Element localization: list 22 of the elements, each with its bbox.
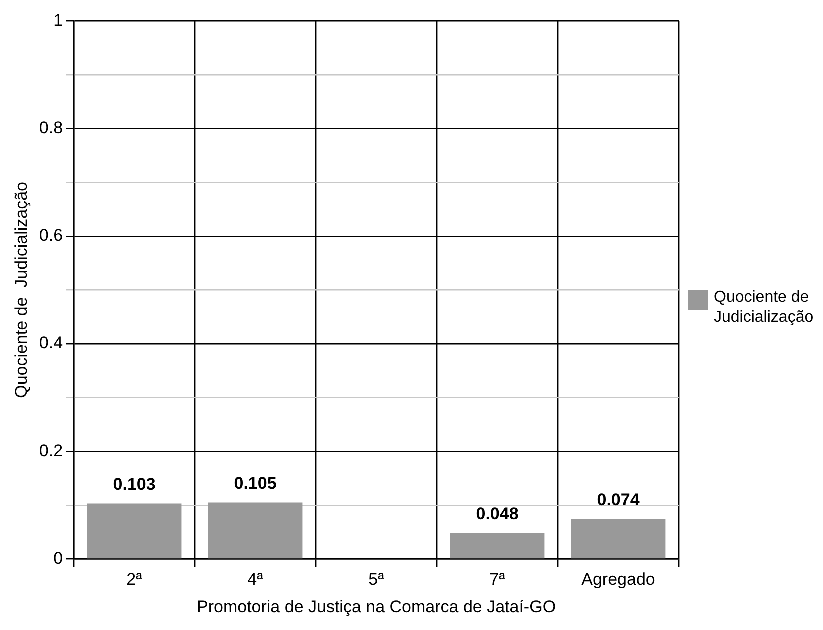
bar (208, 502, 303, 559)
x-tick-label: Agregado (582, 570, 656, 590)
legend-label: Quociente de Judicialização (714, 288, 815, 328)
y-tick-label: 0.6 (39, 226, 64, 246)
x-tick-label: 7ª (490, 570, 506, 590)
y-tick-label: 0.8 (39, 118, 64, 138)
x-axis-title: Promotoria de Justiça na Comarca de Jataí-GO (196, 597, 556, 616)
x-tick-label: 5ª (368, 570, 386, 590)
y-tick-label: 0.2 (39, 441, 64, 460)
data-label: 0.074 (597, 490, 640, 510)
bar (571, 519, 666, 559)
y-axis-title: Quociente de Judicialização (12, 182, 31, 398)
data-label: 0.103 (113, 474, 156, 494)
data-label: 0.048 (476, 504, 519, 524)
y-tick-label: 0 (54, 548, 64, 568)
bar (450, 533, 545, 559)
x-tick-label: 2ª (126, 570, 144, 590)
y-tick-label: 0.4 (39, 334, 64, 353)
data-label: 0.105 (234, 474, 277, 493)
x-tick-label: 4ª (248, 570, 264, 590)
y-tick-label: 1 (54, 10, 64, 30)
bar (87, 504, 182, 559)
